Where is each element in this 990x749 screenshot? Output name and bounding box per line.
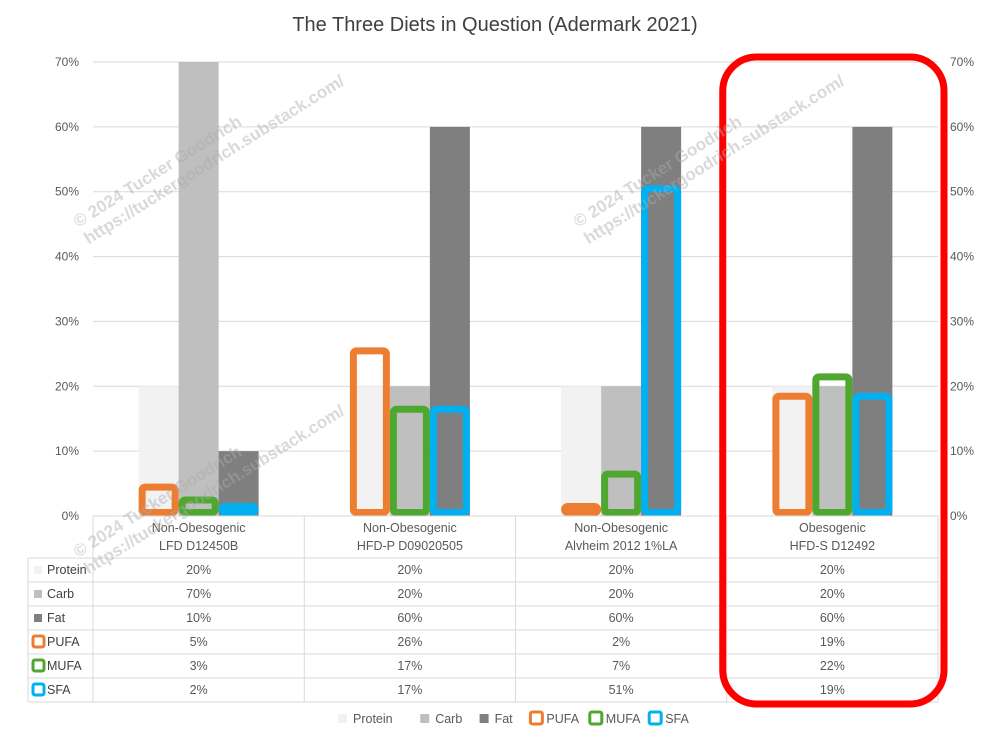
y-tick-label-left: 30% xyxy=(55,314,79,328)
y-tick-label-left: 60% xyxy=(55,120,79,134)
category-label-line-1: Non-Obesogenic xyxy=(363,521,457,535)
category-label-line-1: Non-Obesogenic xyxy=(152,521,246,535)
bar-sfa xyxy=(852,392,893,516)
bar-mufa xyxy=(601,470,642,517)
table-cell-value: 20% xyxy=(397,587,422,601)
table-legend-key xyxy=(31,682,46,697)
legend-label-sfa: SFA xyxy=(665,712,689,726)
category-label-line-2: HFD-S D12492 xyxy=(790,539,875,553)
table-cell-value: 60% xyxy=(820,611,845,625)
category-label-line-2: LFD D12450B xyxy=(159,539,238,553)
legend-key-carb xyxy=(420,714,430,723)
table-cell-value: 17% xyxy=(397,659,422,673)
category-label-line-1: Non-Obesogenic xyxy=(574,521,668,535)
chart-title: The Three Diets in Question (Adermark 20… xyxy=(292,14,698,36)
table-cell-value: 17% xyxy=(397,683,422,697)
bar-mufa xyxy=(178,496,219,516)
table-cell-value: 5% xyxy=(190,635,208,649)
table-row-label: PUFA xyxy=(47,635,80,649)
y-tick-label-right: 20% xyxy=(950,379,974,393)
table-row-label: MUFA xyxy=(47,659,82,673)
table-cell-value: 60% xyxy=(397,611,422,625)
table-cell-value: 20% xyxy=(609,587,634,601)
y-tick-label-left: 10% xyxy=(55,444,79,458)
y-tick-label-right: 60% xyxy=(950,120,974,134)
legend-label-pufa: PUFA xyxy=(546,712,579,726)
table-cell-value: 19% xyxy=(820,635,845,649)
bar-protein xyxy=(561,386,602,516)
legend-key-sfa xyxy=(647,710,663,726)
category-label-line-2: Alvheim 2012 1%LA xyxy=(565,539,678,553)
table-cell-value: 10% xyxy=(186,611,211,625)
table-legend-key xyxy=(31,634,46,649)
legend-key-mufa xyxy=(588,710,604,726)
table-cell-value: 60% xyxy=(609,611,634,625)
table-row-label: SFA xyxy=(47,683,71,697)
y-tick-label-left: 20% xyxy=(55,379,79,393)
table-cell-value: 2% xyxy=(190,683,208,697)
y-tick-label-right: 50% xyxy=(950,185,974,199)
category-label-line-1: Obesogenic xyxy=(799,521,866,535)
bar-pufa xyxy=(772,392,813,516)
table-cell-value: 51% xyxy=(609,683,634,697)
table-cell-value: 7% xyxy=(612,659,630,673)
bar-sfa xyxy=(429,405,470,516)
table-cell-value: 20% xyxy=(397,563,422,577)
highlight-box xyxy=(719,53,948,708)
y-tick-label-right: 40% xyxy=(950,250,974,264)
legend-label-mufa: MUFA xyxy=(606,712,641,726)
y-tick-label-right: 30% xyxy=(950,314,974,328)
table-legend-key xyxy=(34,566,42,574)
bar-pufa xyxy=(349,347,390,516)
bar-mufa xyxy=(389,405,430,516)
legend-label-carb: Carb xyxy=(435,712,462,726)
y-tick-label-right: 0% xyxy=(950,509,968,523)
table-cell-value: 20% xyxy=(186,563,211,577)
category-label-line-2: HFD-P D09020505 xyxy=(357,539,463,553)
table-legend-key xyxy=(31,658,46,673)
y-tick-label-left: 40% xyxy=(55,250,79,264)
table-row-label: Protein xyxy=(47,563,87,577)
bar-pufa xyxy=(561,503,602,516)
table-cell-value: 2% xyxy=(612,635,630,649)
bar-carb xyxy=(178,62,219,516)
y-tick-label-right: 10% xyxy=(950,444,974,458)
y-tick-label-left: 50% xyxy=(55,185,79,199)
legend-label-protein: Protein xyxy=(353,712,393,726)
bar-sfa xyxy=(218,503,259,516)
legend-key-pufa xyxy=(528,710,544,726)
bar-sfa xyxy=(641,185,682,516)
table-cell-value: 20% xyxy=(609,563,634,577)
bar-pufa xyxy=(138,483,179,517)
bar-mufa xyxy=(812,373,853,517)
y-tick-label-right: 70% xyxy=(950,55,974,69)
legend-key-fat xyxy=(479,714,489,723)
table-cell-value: 70% xyxy=(186,587,211,601)
table-cell-value: 26% xyxy=(397,635,422,649)
legend-key-protein xyxy=(338,714,347,723)
legend-label-fat: Fat xyxy=(495,712,514,726)
table-row-label: Fat xyxy=(47,611,66,625)
table-legend-key xyxy=(34,590,42,598)
table-cell-value: 22% xyxy=(820,659,845,673)
table-cell-value: 20% xyxy=(820,563,845,577)
y-tick-label-left: 0% xyxy=(62,509,80,523)
table-cell-value: 19% xyxy=(820,683,845,697)
y-tick-label-left: 70% xyxy=(55,55,79,69)
table-legend-key xyxy=(34,614,42,622)
table-cell-value: 20% xyxy=(820,587,845,601)
table-row-label: Carb xyxy=(47,587,74,601)
table-cell-value: 3% xyxy=(190,659,208,673)
